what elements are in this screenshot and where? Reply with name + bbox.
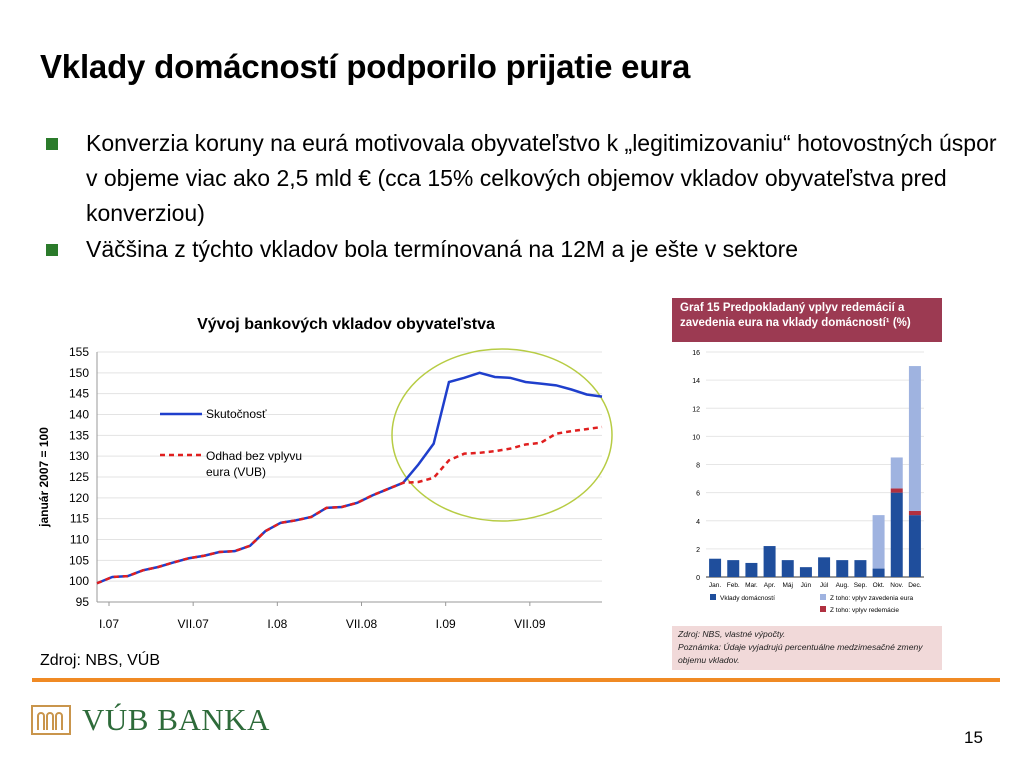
legend-swatch xyxy=(710,594,716,600)
bar-deposits xyxy=(854,560,867,577)
y-tick-label: 16 xyxy=(692,350,700,357)
y-tick-label: 125 xyxy=(69,470,89,484)
x-tick-label: Aug. xyxy=(836,582,850,589)
legend-label: Z toho: vplyv zavedenia eura xyxy=(830,595,913,602)
y-tick-label: 145 xyxy=(69,387,89,401)
bar-deposits xyxy=(836,560,849,577)
panel-notes: Zdroj: NBS, vlastné výpočty. Poznámka: Ú… xyxy=(672,626,942,670)
bar-euro-effect xyxy=(908,366,921,511)
x-tick-label: I.09 xyxy=(436,617,456,631)
x-tick-label: Okt. xyxy=(873,582,885,589)
x-tick-label: I.07 xyxy=(99,617,119,631)
x-tick-label: Sep. xyxy=(854,582,868,589)
panel-note-remark: Poznámka: Údaje vyjadrujú percentuálne m… xyxy=(678,642,923,665)
bullet-square-icon xyxy=(46,138,58,150)
highlight-ellipse xyxy=(391,348,613,522)
x-tick-label: VII.07 xyxy=(177,617,209,631)
bar-redenomination-effect xyxy=(890,488,903,493)
legend-label: Vklady domácností xyxy=(720,595,775,602)
y-axis-label: január 2007 = 100 xyxy=(37,427,51,528)
y-tick-label: 120 xyxy=(69,491,89,505)
bar-deposits xyxy=(818,557,831,577)
bullet-square-icon xyxy=(46,244,58,256)
bullet-text: Konverzia koruny na eurá motivovala obyv… xyxy=(86,130,997,226)
page-title: Vklady domácností podporilo prijatie eur… xyxy=(40,48,691,85)
series-line-actual xyxy=(96,371,603,585)
legend-label-estimate: Odhad bez vplyvu xyxy=(206,449,302,463)
x-tick-label: I.08 xyxy=(267,617,287,631)
bullet-item: Konverzia koruny na eurá motivovala obyv… xyxy=(42,126,1002,231)
y-tick-label: 8 xyxy=(696,463,700,470)
x-tick-label: VII.09 xyxy=(514,617,546,631)
y-tick-label: 105 xyxy=(69,553,89,567)
bar-redenomination-effect xyxy=(908,510,921,516)
bar-deposits xyxy=(908,515,921,577)
y-tick-label: 130 xyxy=(69,449,89,463)
bar-euro-effect xyxy=(890,457,903,489)
x-tick-label: Apr. xyxy=(764,582,776,589)
y-tick-label: 95 xyxy=(76,595,90,609)
legend-swatch xyxy=(820,594,826,600)
bar-deposits xyxy=(709,558,722,577)
panel-title: Graf 15 Predpokladaný vplyv redemácií a … xyxy=(672,298,942,342)
bar-deposits xyxy=(763,546,776,577)
y-tick-label: 4 xyxy=(696,519,700,526)
deposits-line-chart: Vývoj bankových vkladov obyvateľstva 95 10… xyxy=(37,316,613,631)
x-tick-label: Jún xyxy=(801,582,812,589)
x-tick-label: Dec. xyxy=(908,582,922,589)
x-tick-label: Jan. xyxy=(709,582,721,589)
bar-deposits xyxy=(781,560,794,577)
y-tick-label: 12 xyxy=(692,406,700,413)
x-tick-label: Máj xyxy=(783,582,793,589)
bar-deposits xyxy=(872,568,885,577)
y-tick-label: 2 xyxy=(696,547,700,554)
legend-swatch xyxy=(820,606,826,612)
chart-title: Vývoj bankových vkladov obyvateľstva xyxy=(197,316,495,333)
x-tick-label: Feb. xyxy=(727,582,740,589)
page-number: 15 xyxy=(964,728,983,747)
y-tick-label: 10 xyxy=(692,434,700,441)
y-tick-label: 14 xyxy=(692,378,700,385)
bar-deposits xyxy=(890,492,903,577)
brand-name: VÚB BANKA xyxy=(82,702,270,737)
panel-note-source: Zdroj: NBS, vlastné výpočty. xyxy=(678,629,786,639)
legend-label: Z toho: vplyv redemácie xyxy=(830,607,899,614)
x-tick-label: Júl xyxy=(820,582,829,589)
y-tick-label: 100 xyxy=(69,574,89,588)
x-tick-label: Nov. xyxy=(890,582,903,589)
y-tick-label: 150 xyxy=(69,366,89,380)
accent-divider xyxy=(32,678,1000,682)
bullet-item: Väčšina z týchto vkladov bola termínovan… xyxy=(42,232,1002,267)
bar-euro-effect xyxy=(872,515,885,569)
legend-label-estimate-cont: eura (VUB) xyxy=(206,465,266,479)
bullet-text: Väčšina z týchto vkladov bola termínovan… xyxy=(86,236,799,262)
x-tick-label: VII.08 xyxy=(346,617,378,631)
vub-logo-icon xyxy=(31,705,71,735)
bar-deposits xyxy=(727,560,740,577)
y-tick-label: 115 xyxy=(70,512,89,526)
y-tick-label: 155 xyxy=(69,345,89,359)
y-tick-label: 110 xyxy=(70,533,89,547)
x-tick-label: Mar. xyxy=(745,582,758,589)
y-tick-label: 140 xyxy=(69,408,89,422)
impact-bar-chart: 0 2 4 6 8 10 12 14 16 Jan. Feb. Mar. Apr. Máj Jún Júl Au… xyxy=(672,342,942,626)
y-tick-label: 135 xyxy=(69,428,89,442)
source-note: Zdroj: NBS, VÚB xyxy=(40,652,161,669)
y-tick-label: 0 xyxy=(696,575,700,582)
legend-label-actual: Skutočnosť xyxy=(206,407,267,421)
bar-deposits xyxy=(745,562,758,577)
series-line-estimate xyxy=(96,425,603,585)
bar-deposits xyxy=(799,567,812,577)
y-tick-label: 6 xyxy=(696,491,700,498)
bullet-list: Konverzia koruny na eurá motivovala obyv… xyxy=(42,126,1002,267)
